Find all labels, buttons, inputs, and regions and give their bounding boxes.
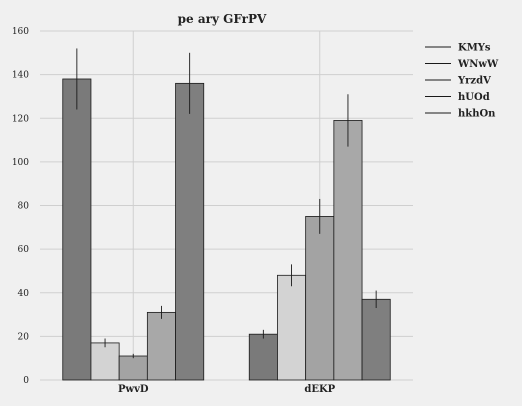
y-tick-label: 20 bbox=[18, 332, 30, 342]
bar-hkhOn-PwvD bbox=[175, 82, 205, 381]
x-tick-label: dEKP bbox=[304, 384, 335, 395]
bar-hUOd-PwvD bbox=[146, 311, 176, 381]
bar-WNwW-dEKP bbox=[277, 274, 307, 381]
bar-hkhOn-dEKP bbox=[361, 298, 391, 381]
y-tick-label: 60 bbox=[18, 245, 30, 255]
legend: KMYs WNwW YrzdV hUOd hkhOn bbox=[425, 43, 499, 120]
bar-KMYs-PwvD bbox=[62, 78, 92, 381]
bars bbox=[62, 48, 391, 381]
y-tick-label: 100 bbox=[12, 158, 29, 168]
y-tick-label: 0 bbox=[23, 376, 29, 386]
bar-YrzdV-PwvD bbox=[118, 355, 148, 381]
legend-label: WNwW bbox=[457, 59, 499, 70]
legend-label: KMYs bbox=[458, 43, 491, 54]
legend-label: hkhOn bbox=[458, 109, 496, 120]
y-axis-ticks: 0 20 40 60 80 100 120 140 160 bbox=[12, 27, 29, 386]
y-tick-label: 120 bbox=[12, 114, 29, 124]
y-tick-label: 140 bbox=[12, 71, 29, 81]
legend-label: hUOd bbox=[458, 92, 490, 103]
chart-title: pe ary GFrPV bbox=[178, 12, 267, 26]
y-tick-label: 80 bbox=[18, 202, 30, 212]
legend-label: YrzdV bbox=[457, 76, 491, 87]
x-axis-ticks: PwvD dEKP bbox=[118, 384, 336, 395]
y-tick-label: 40 bbox=[18, 289, 30, 299]
bar-YrzdV-dEKP bbox=[305, 216, 335, 381]
bar-WNwW-PwvD bbox=[90, 342, 120, 381]
y-tick-label: 160 bbox=[12, 27, 29, 37]
bar-hUOd-dEKP bbox=[333, 120, 363, 381]
x-tick-label: PwvD bbox=[118, 384, 149, 395]
bar-KMYs-dEKP bbox=[248, 333, 278, 381]
